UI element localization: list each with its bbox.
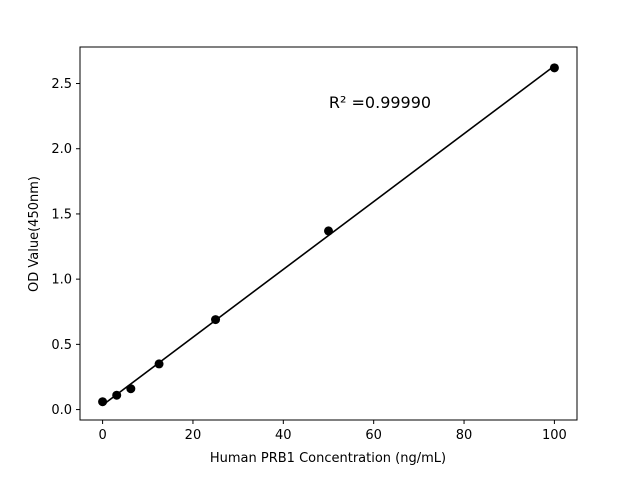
data-point xyxy=(324,226,333,236)
fit-line xyxy=(102,65,555,406)
x-axis-label: Human PRB1 Concentration (ng/mL) xyxy=(210,451,446,466)
y-tick-label: 2.5 xyxy=(51,77,72,92)
x-tick-label: 60 xyxy=(365,428,382,443)
data-point xyxy=(112,390,122,400)
y-tick-label: 2.0 xyxy=(51,142,72,157)
axis-ticks: 0 20 40 60 80 100 0.0 0.5 1.0 1.5 2.0 2.5 xyxy=(51,77,567,443)
r-squared-annotation: R² =0.99990 xyxy=(329,93,431,112)
y-tick-label: 1.5 xyxy=(51,207,72,222)
x-tick-label: 40 xyxy=(275,428,292,443)
y-tick-label: 0.5 xyxy=(51,338,72,353)
x-tick-label: 20 xyxy=(185,428,202,443)
data-point xyxy=(154,359,164,369)
data-series xyxy=(98,63,559,407)
plot-frame xyxy=(79,46,578,421)
x-tick-label: 100 xyxy=(542,428,567,443)
data-point xyxy=(211,315,221,325)
data-point xyxy=(126,384,136,394)
data-point xyxy=(549,63,559,73)
y-tick-label: 1.0 xyxy=(51,273,72,288)
y-tick-label: 0.0 xyxy=(51,403,72,418)
x-tick-label: 0 xyxy=(98,428,106,443)
x-tick-label: 80 xyxy=(456,428,473,443)
axes-spines xyxy=(79,46,578,421)
data-point xyxy=(98,397,108,407)
y-axis-label: OD Value(450nm) xyxy=(27,176,42,292)
